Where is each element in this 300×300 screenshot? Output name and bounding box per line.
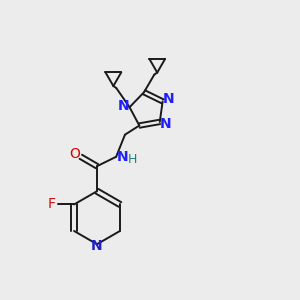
Text: N: N: [118, 99, 130, 113]
Text: N: N: [160, 117, 172, 131]
Text: N: N: [91, 239, 103, 253]
Text: N: N: [117, 150, 128, 164]
Text: N: N: [163, 92, 174, 106]
Text: O: O: [70, 147, 80, 161]
Text: H: H: [128, 153, 137, 166]
Text: F: F: [47, 197, 56, 212]
